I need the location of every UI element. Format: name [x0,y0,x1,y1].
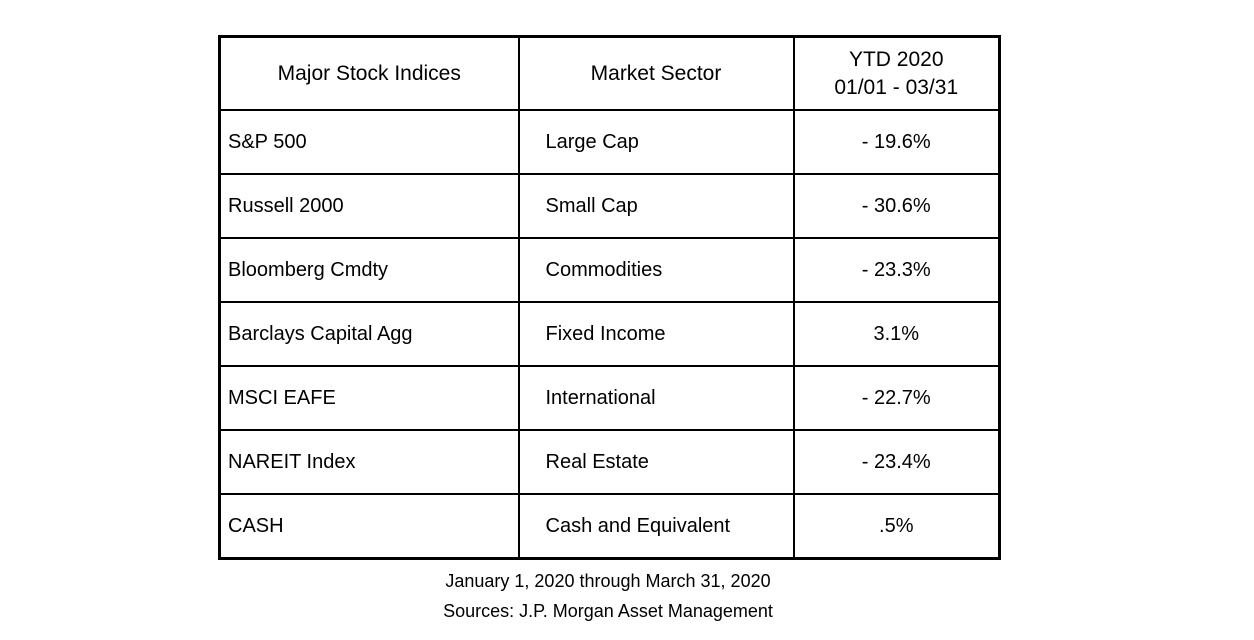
cell-market-sector: Fixed Income [517,301,795,367]
table-footnote: January 1, 2020 through March 31, 2020 S… [218,566,998,626]
table-row-nareit-index: NAREIT Index Real Estate - 23.4% [218,429,1001,495]
cell-index-name: Bloomberg Cmdty [218,237,520,303]
table-row-sp500: S&P 500 Large Cap - 19.6% [218,109,1001,175]
table-row-cash: CASH Cash and Equivalent .5% [218,493,1001,560]
cell-index-name: Barclays Capital Agg [218,301,520,367]
stock-indices-table: Major Stock Indices Market Sector YTD 20… [218,35,1001,560]
header-ytd-2020: YTD 2020 01/01 - 03/31 [792,35,1001,111]
table-row-msci-eafe: MSCI EAFE International - 22.7% [218,365,1001,431]
header-row: Major Stock Indices Market Sector YTD 20… [218,35,1001,111]
cell-index-name: S&P 500 [218,109,520,175]
cell-index-name: MSCI EAFE [218,365,520,431]
header-ytd-line2: 01/01 - 03/31 [834,75,959,99]
header-major-stock-indices: Major Stock Indices [218,35,520,111]
cell-ytd-return: - 19.6% [792,109,1001,175]
table-row-barclays-capital-agg: Barclays Capital Agg Fixed Income 3.1% [218,301,1001,367]
cell-ytd-return: - 23.4% [792,429,1001,495]
cell-market-sector: Small Cap [517,173,795,239]
table-row-russell2000: Russell 2000 Small Cap - 30.6% [218,173,1001,239]
table-row-bloomberg-cmdty: Bloomberg Cmdty Commodities - 23.3% [218,237,1001,303]
cell-market-sector: Real Estate [517,429,795,495]
cell-index-name: CASH [218,493,520,560]
cell-market-sector: Large Cap [517,109,795,175]
header-ytd-line1: YTD 2020 [848,48,944,72]
cell-market-sector: Cash and Equivalent [517,493,795,560]
cell-index-name: NAREIT Index [218,429,520,495]
footnote-sources: Sources: J.P. Morgan Asset Management [443,601,773,621]
footnote-date-range: January 1, 2020 through March 31, 2020 [445,571,771,591]
cell-ytd-return: .5% [792,493,1001,560]
cell-ytd-return: 3.1% [792,301,1001,367]
header-market-sector: Market Sector [517,35,795,111]
cell-market-sector: Commodities [517,237,795,303]
cell-index-name: Russell 2000 [218,173,520,239]
cell-ytd-return: - 22.7% [792,365,1001,431]
cell-ytd-return: - 30.6% [792,173,1001,239]
cell-ytd-return: - 23.3% [792,237,1001,303]
cell-market-sector: International [517,365,795,431]
